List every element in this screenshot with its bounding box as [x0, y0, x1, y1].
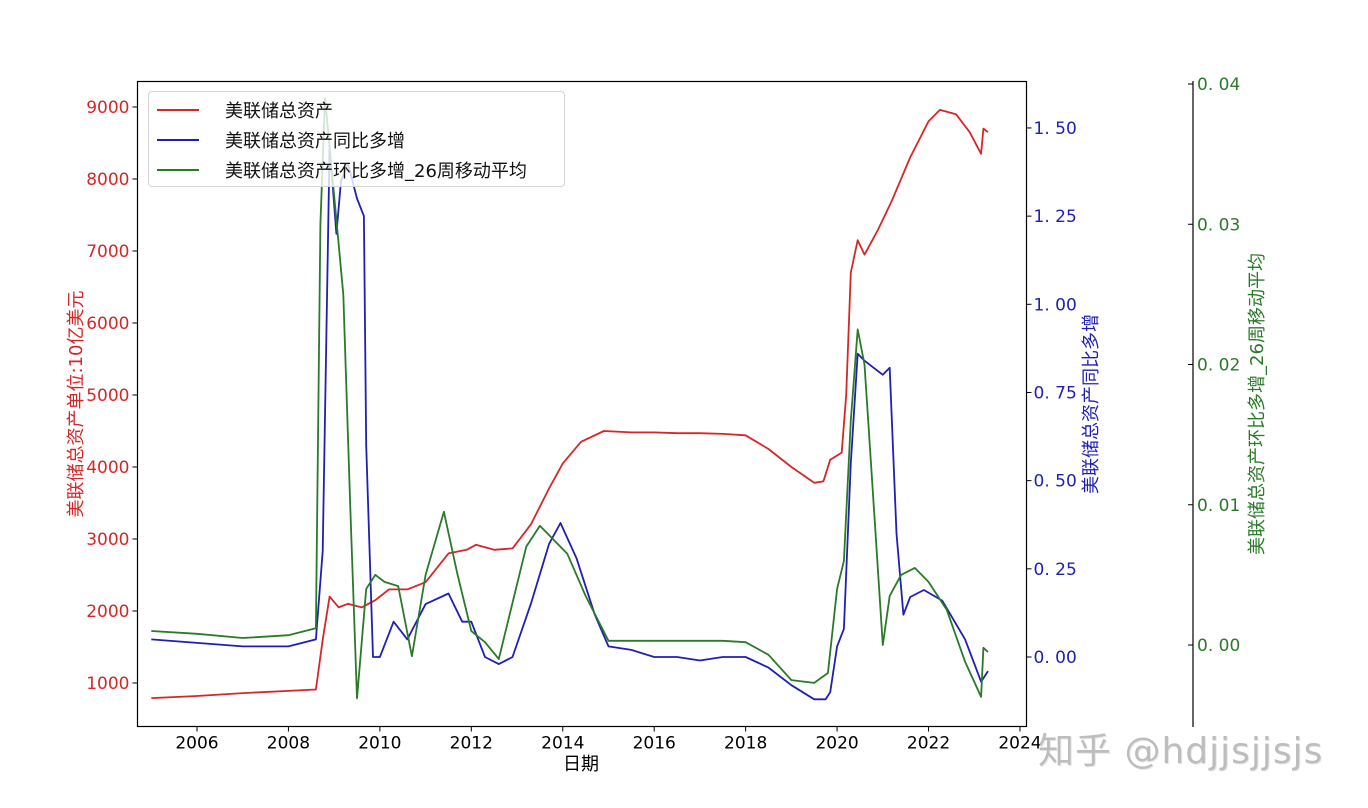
right-axis-green-label: 美联储总资产环比多增_26周移动平均 [1247, 253, 1268, 555]
legend: 美联储总资产 美联储总资产同比多增 美联储总资产环比多增_26周移动平均 [148, 91, 565, 187]
series-line-1 [151, 144, 989, 701]
right-axis-blue-label: 美联储总资产同比多增 [1081, 314, 1102, 494]
x-tick-label: 2024 [998, 734, 1041, 754]
right-blue-tick-label: 1. 25 [1034, 207, 1077, 227]
legend-entry-total-assets: 美联储总资产 [157, 96, 333, 124]
right-axis-blue-ticks: 0. 00 0. 25 0. 50 0. 75 1. 00 1. 25 1. 50 [1026, 119, 1077, 668]
left-tick-label: 6000 [86, 314, 129, 334]
right-blue-tick-label: 1. 50 [1034, 119, 1077, 139]
left-tick-label: 1000 [86, 674, 129, 694]
left-tick-label: 4000 [86, 458, 129, 478]
left-tick-label: 5000 [86, 386, 129, 406]
x-tick-label: 2006 [175, 734, 218, 754]
right-blue-tick-label: 0. 25 [1034, 560, 1077, 580]
left-axis-label: 美联储总资产单位:10亿美元 [66, 291, 87, 518]
right-axis-green-ticks: 0. 00 0. 01 0. 02 0. 03 0. 04 [1188, 75, 1240, 656]
x-axis-ticks: 2006 2008 2010 2012 2014 2016 2018 2020 2022 2024 [175, 726, 1042, 754]
left-tick-label: 7000 [86, 242, 129, 262]
x-tick-label: 2012 [450, 734, 493, 754]
legend-label: 美联储总资产环比多增_26周移动平均 [225, 161, 527, 182]
x-tick-label: 2014 [541, 734, 584, 754]
plot-frame [136, 80, 1028, 728]
left-tick-label: 2000 [86, 602, 129, 622]
series-line-2 [151, 97, 989, 700]
left-tick-label: 9000 [86, 98, 129, 118]
legend-swatch-blue [157, 139, 199, 141]
right-blue-tick-label: 0. 75 [1034, 383, 1077, 403]
legend-swatch-red [157, 109, 199, 111]
series-layer [151, 97, 989, 701]
right-blue-tick-label: 0. 50 [1034, 472, 1077, 492]
right-green-tick-label: 0. 03 [1197, 215, 1240, 235]
x-tick-label: 2016 [633, 734, 676, 754]
right-green-tick-label: 0. 02 [1197, 356, 1240, 376]
series-line-0 [151, 109, 989, 699]
legend-label: 美联储总资产同比多增 [225, 131, 405, 152]
x-tick-label: 2020 [815, 734, 858, 754]
legend-entry-mom-ma26: 美联储总资产环比多增_26周移动平均 [157, 156, 527, 184]
legend-entry-yoy: 美联储总资产同比多增 [157, 126, 405, 154]
left-tick-label: 3000 [86, 530, 129, 550]
right-blue-tick-label: 0. 00 [1034, 648, 1077, 668]
right-green-tick-label: 0. 04 [1197, 75, 1240, 95]
x-tick-label: 2010 [358, 734, 401, 754]
left-axis-ticks: 1000 2000 3000 4000 5000 6000 7000 8000 9000 [86, 98, 138, 694]
legend-swatch-green [157, 169, 199, 171]
left-tick-label: 8000 [86, 170, 129, 190]
legend-label: 美联储总资产 [225, 101, 333, 122]
x-tick-label: 2018 [724, 734, 767, 754]
right-green-tick-label: 0. 00 [1197, 636, 1240, 656]
x-tick-label: 2008 [267, 734, 310, 754]
x-axis-label: 日期 [563, 754, 599, 775]
right-green-tick-label: 0. 01 [1197, 496, 1240, 516]
x-tick-label: 2022 [907, 734, 950, 754]
right-blue-tick-label: 1. 00 [1034, 295, 1077, 315]
watermark: 知乎 @hdjjsjjsjs [1038, 731, 1324, 772]
